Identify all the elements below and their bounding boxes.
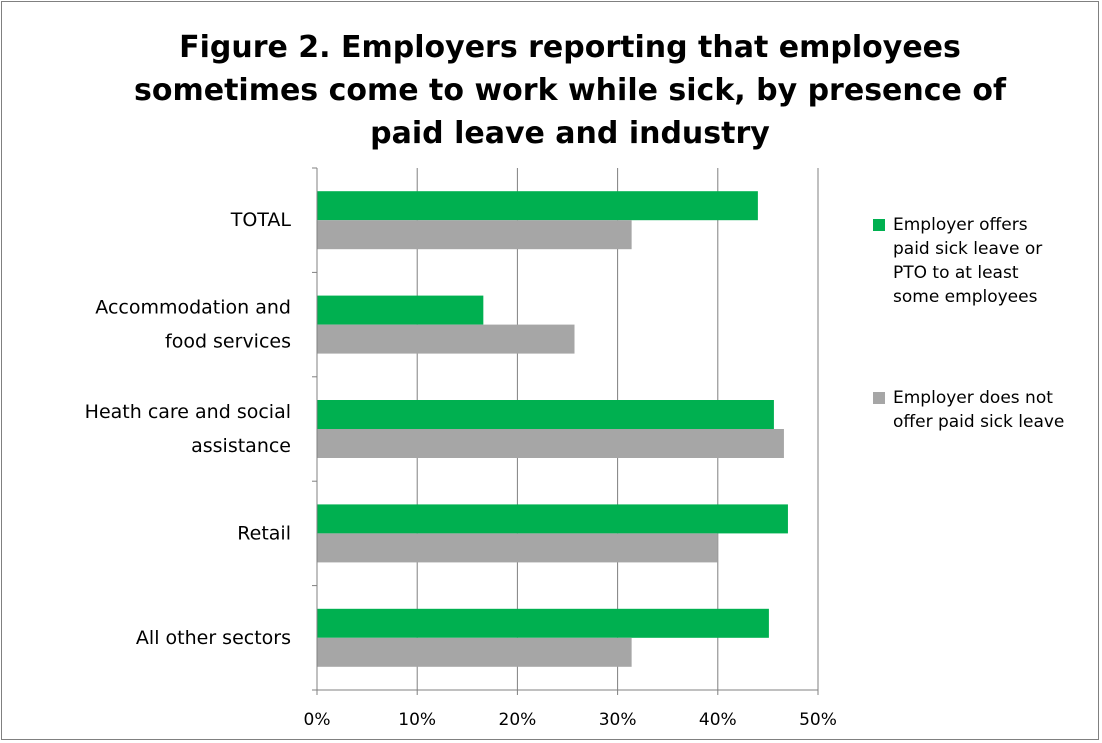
x-tick-label: 50%	[799, 710, 837, 730]
legend-swatch-no-offer	[873, 392, 885, 404]
legend-label-no-offer-line: offer paid sick leave	[893, 412, 1065, 432]
category-label: TOTAL	[230, 209, 292, 231]
x-tick-label: 30%	[599, 710, 637, 730]
chart-title-line-1: Figure 2. Employers reporting that emplo…	[179, 30, 961, 65]
category-label: Accommodation and	[95, 297, 291, 319]
x-tick-label: 20%	[499, 710, 537, 730]
chart-title: Figure 2. Employers reporting that emplo…	[40, 26, 1100, 155]
legend-label-no-offer: Employer does not offer paid sick leave	[893, 386, 1102, 434]
x-tick-label: 40%	[699, 710, 737, 730]
x-tick-label: 0%	[304, 710, 331, 730]
legend-label-no-offer-line: Employer does not	[893, 388, 1053, 408]
category-label: Heath care and social	[85, 401, 291, 423]
category-label: assistance	[191, 435, 291, 457]
chart-title-line-2: sometimes come to work while sick, by pr…	[134, 73, 1006, 108]
bar-offers	[317, 504, 788, 534]
bar-no-offer	[317, 533, 718, 563]
bar-offers	[317, 295, 484, 325]
bar-no-offer	[317, 220, 632, 250]
bar-offers	[317, 608, 769, 638]
bar-no-offer	[317, 429, 784, 458]
bar-offers	[317, 191, 758, 221]
x-tick-label: 10%	[398, 710, 436, 730]
category-label: Retail	[237, 522, 291, 544]
category-label: All other sectors	[136, 627, 291, 649]
legend-label-offers-line: some employees	[893, 287, 1038, 307]
legend-swatch-offers	[873, 219, 885, 231]
legend-label-offers-line: Employer offers	[893, 215, 1028, 235]
legend-label-offers-line: paid sick leave or	[893, 239, 1043, 259]
legend-label-offers: Employer offers paid sick leave or PTO t…	[893, 213, 1102, 309]
legend-label-offers-line: PTO to at least	[893, 263, 1019, 283]
bar-no-offer	[317, 324, 575, 354]
bar-no-offer	[317, 637, 632, 667]
bar-offers	[317, 400, 774, 429]
category-label: food services	[165, 331, 291, 353]
chart-title-line-3: paid leave and industry	[370, 116, 770, 151]
